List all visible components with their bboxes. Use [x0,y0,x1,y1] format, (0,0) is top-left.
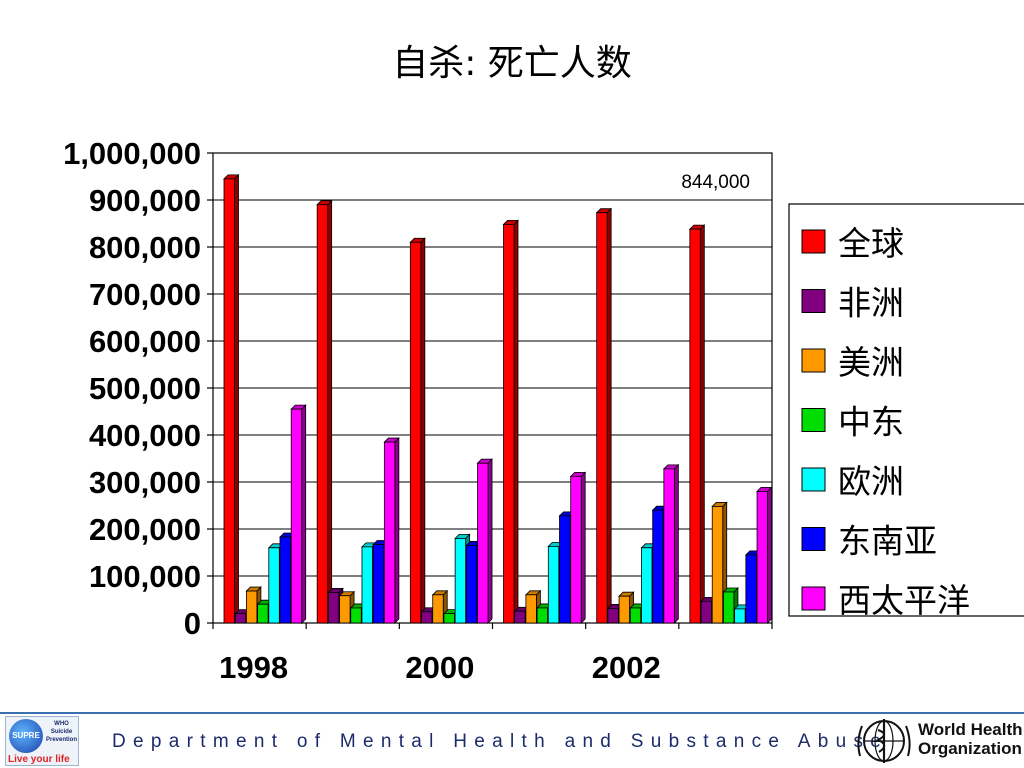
legend-swatch [801,229,826,254]
global-total-annotation: 844,000 [681,172,750,193]
legend-label: 全球 [838,224,904,263]
y-tick-label: 100,000 [89,559,201,594]
legend-label: 欧洲 [838,462,904,501]
supre-badge-line: WHO [54,721,69,727]
chart-bars [223,173,773,624]
legend-swatch [801,348,826,373]
y-tick-label: 400,000 [89,418,201,453]
y-tick-label: 900,000 [89,183,201,218]
who-logo-line1: World Health [918,720,1023,739]
y-axis-labels: 0 100,000 200,000 300,000 400,000 500,000 600,… [63,136,201,641]
supre-logo: SUPRE WHO Suicide Prevention Live your l… [5,716,79,766]
legend-box [788,203,1024,617]
supre-logo-badge: WHO Suicide Prevention [45,720,78,744]
page-title: 自杀: 死亡人数 [392,43,632,84]
legend-entry: 全球 [801,224,904,263]
legend-swatch [801,527,826,551]
bar-chart: 0 100,000 200,000 300,000 400,000 500,000 600,… [63,136,1024,685]
bar-1999-0 [316,199,333,624]
legend-label: 西太平洋 [838,581,970,620]
y-tick-label: 300,000 [89,465,201,500]
legend-label: 非洲 [838,284,904,323]
footer-divider [0,712,1024,714]
department-name: Department of Mental Health and Substanc… [112,731,889,752]
supre-badge-line: Suicide [50,729,73,735]
legend-swatch [801,408,826,432]
legend-swatch [801,289,826,313]
y-tick-label: 0 [184,606,201,641]
chart-axes [212,623,773,629]
x-tick-label: 1998 [219,650,288,685]
legend-entry: 中东 [801,403,904,442]
who-logo-line2: Organization [918,739,1022,758]
bar-2001-6 [569,471,587,624]
y-tick-label: 1,000,000 [63,136,201,171]
x-axis-labels: 1998 2000 2002 [219,650,661,685]
y-tick-label: 500,000 [89,371,201,406]
bar-2002-6 [662,463,680,624]
supre-logo-circle: SUPRE [9,719,43,753]
legend-label: 东南亚 [838,522,937,561]
legend-swatch [801,467,826,492]
legend-entry: 欧洲 [801,462,904,501]
legend-entry: 美洲 [801,343,904,382]
x-tick-label: 2000 [405,650,474,685]
bar-2000-0 [409,237,426,624]
who-logo-text: World Health Organization [918,720,1023,758]
supre-logo-tagline: Live your life [8,754,70,765]
y-tick-label: 700,000 [89,277,201,312]
bar-1998-6 [290,404,307,624]
y-tick-label: 200,000 [89,512,201,547]
x-tick-label: 2002 [592,650,661,685]
bar-1999-6 [383,437,400,624]
y-tick-label: 600,000 [89,324,201,359]
bar-2003-6 [756,486,773,624]
legend-entry: 非洲 [801,284,904,323]
chart-gridlines [207,152,773,624]
legend-label: 美洲 [838,343,904,382]
legend-label: 中东 [838,403,904,442]
legend-swatch [801,586,826,611]
bar-2003-0 [688,224,706,624]
supre-badge-line: Prevention [45,737,77,743]
bar-2000-6 [476,458,493,624]
bar-2001-0 [502,219,519,624]
legend-entry: 东南亚 [801,522,937,561]
bar-1998-0 [223,173,240,624]
who-emblem-icon [857,719,911,763]
y-tick-label: 800,000 [89,230,201,265]
legend-entry: 西太平洋 [801,581,970,620]
bar-2002-0 [595,207,613,624]
